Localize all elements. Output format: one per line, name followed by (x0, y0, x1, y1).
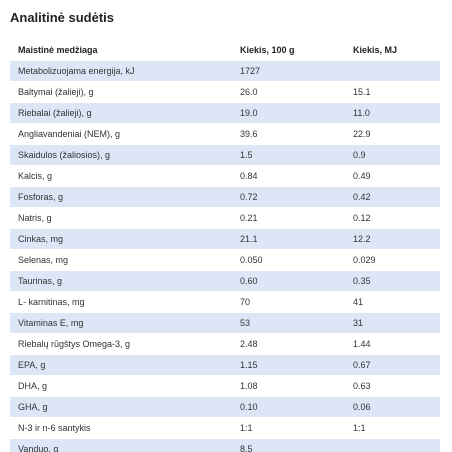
cell-nutrient: Baltymai (žalieji), g (18, 87, 94, 97)
table-row: Riebalai (žalieji), g 19.0 11.0 (10, 103, 440, 124)
table-row: Cinkas, mg 21.1 12.2 (10, 229, 440, 250)
table-row: Natris, g 0.21 0.12 (10, 208, 440, 229)
cell-amount-mj: 15.1 (353, 87, 371, 97)
cell-amount-100g: 0.84 (240, 171, 258, 181)
cell-amount-mj: 0.42 (353, 192, 371, 202)
header-nutrient: Maistinė medžiaga (18, 44, 98, 55)
table-row: L- karnitinas, mg 70 41 (10, 292, 440, 313)
table-row: Baltymai (žalieji), g 26.0 15.1 (10, 82, 440, 103)
cell-amount-mj: 1:1 (353, 423, 366, 433)
cell-amount-100g: 1.5 (240, 150, 253, 160)
table-row: GHA, g 0.10 0.06 (10, 397, 440, 418)
cell-nutrient: EPA, g (18, 360, 46, 370)
table-row: Vitaminas E, mg 53 31 (10, 313, 440, 334)
cell-nutrient: DHA, g (18, 381, 48, 391)
cell-nutrient: Natris, g (18, 213, 52, 223)
cell-amount-mj: 0.63 (353, 381, 371, 391)
cell-nutrient: N-3 ir n-6 santykis (18, 423, 91, 433)
cell-nutrient: Vanduo, g (18, 444, 59, 452)
nutrition-table: Maistinė medžiaga Kiekis, 100 g Kiekis, … (10, 39, 440, 452)
cell-amount-mj: 41 (353, 297, 364, 307)
cell-amount-100g: 0.21 (240, 213, 258, 223)
cell-amount-mj: 0.029 (353, 255, 376, 265)
cell-amount-mj: 11.0 (353, 108, 370, 118)
cell-amount-100g: 19.0 (240, 108, 258, 118)
cell-nutrient: Riebalų rūgštys Omega-3, g (18, 339, 131, 349)
cell-amount-mj: 1.44 (353, 339, 371, 349)
table-body: Metabolizuojama energija, kJ 1727 Baltymai… (10, 61, 440, 452)
cell-nutrient: Selenas, mg (18, 255, 69, 265)
cell-amount-mj: 12.2 (353, 234, 371, 244)
cell-nutrient: Kalcis, g (18, 171, 53, 181)
cell-amount-mj: 0.67 (353, 360, 371, 370)
cell-amount-100g: 21.1 (240, 234, 258, 244)
cell-amount-mj: 0.9 (353, 150, 366, 160)
table-row: Angliavandeniai (NEM), g 39.6 22.9 (10, 124, 440, 145)
cell-nutrient: Fosforas, g (18, 192, 64, 202)
table-row: Metabolizuojama energija, kJ 1727 (10, 61, 440, 82)
cell-amount-mj: 0.49 (353, 171, 371, 181)
cell-nutrient: L- karnitinas, mg (18, 297, 85, 307)
header-amount-mj: Kiekis, MJ (353, 44, 398, 55)
cell-nutrient: Vitaminas E, mg (18, 318, 84, 328)
cell-amount-100g: 70 (240, 297, 251, 307)
cell-nutrient: GHA, g (18, 402, 48, 412)
cell-amount-100g: 8.5 (240, 444, 253, 452)
cell-amount-100g: 0.72 (240, 192, 258, 202)
cell-amount-100g: 2.48 (240, 339, 258, 349)
header-amount-100g: Kiekis, 100 g (240, 44, 295, 55)
cell-amount-100g: 53 (240, 318, 251, 328)
table-row: EPA, g 1.15 0.67 (10, 355, 440, 376)
table-row: N-3 ir n-6 santykis 1:1 1:1 (10, 418, 440, 439)
table-row: Riebalų rūgštys Omega-3, g 2.48 1.44 (10, 334, 440, 355)
cell-nutrient: Riebalai (žalieji), g (18, 108, 92, 118)
table-row: Skaidulos (žaliosios), g 1.5 0.9 (10, 145, 440, 166)
cell-amount-100g: 1.15 (240, 360, 258, 370)
cell-amount-100g: 26.0 (240, 87, 258, 97)
cell-amount-mj: 0.12 (353, 213, 371, 223)
cell-amount-mj: 0.35 (353, 276, 371, 286)
table-row: Taurinas, g 0.60 0.35 (10, 271, 440, 292)
cell-nutrient: Angliavandeniai (NEM), g (18, 129, 121, 139)
cell-amount-100g: 1:1 (240, 423, 253, 433)
cell-amount-mj: 22.9 (353, 129, 371, 139)
table-header-row: Maistinė medžiaga Kiekis, 100 g Kiekis, … (10, 39, 440, 61)
cell-amount-100g: 0.10 (240, 402, 258, 412)
cell-amount-100g: 0.050 (240, 255, 263, 265)
cell-nutrient: Taurinas, g (18, 276, 63, 286)
page-title: Analitinė sudėtis (10, 10, 115, 25)
cell-nutrient: Cinkas, mg (18, 234, 64, 244)
cell-nutrient: Skaidulos (žaliosios), g (18, 150, 111, 160)
table-row: Selenas, mg 0.050 0.029 (10, 250, 440, 271)
table-row: DHA, g 1.08 0.63 (10, 376, 440, 397)
table-row: Kalcis, g 0.84 0.49 (10, 166, 440, 187)
cell-amount-100g: 1.08 (240, 381, 258, 391)
cell-amount-mj: 31 (353, 318, 364, 328)
table-row: Fosforas, g 0.72 0.42 (10, 187, 440, 208)
cell-nutrient: Metabolizuojama energija, kJ (18, 66, 135, 76)
cell-amount-100g: 1727 (240, 66, 261, 76)
table-row: Vanduo, g 8.5 (10, 439, 440, 452)
cell-amount-100g: 39.6 (240, 129, 258, 139)
cell-amount-100g: 0.60 (240, 276, 258, 286)
cell-amount-mj: 0.06 (353, 402, 371, 412)
